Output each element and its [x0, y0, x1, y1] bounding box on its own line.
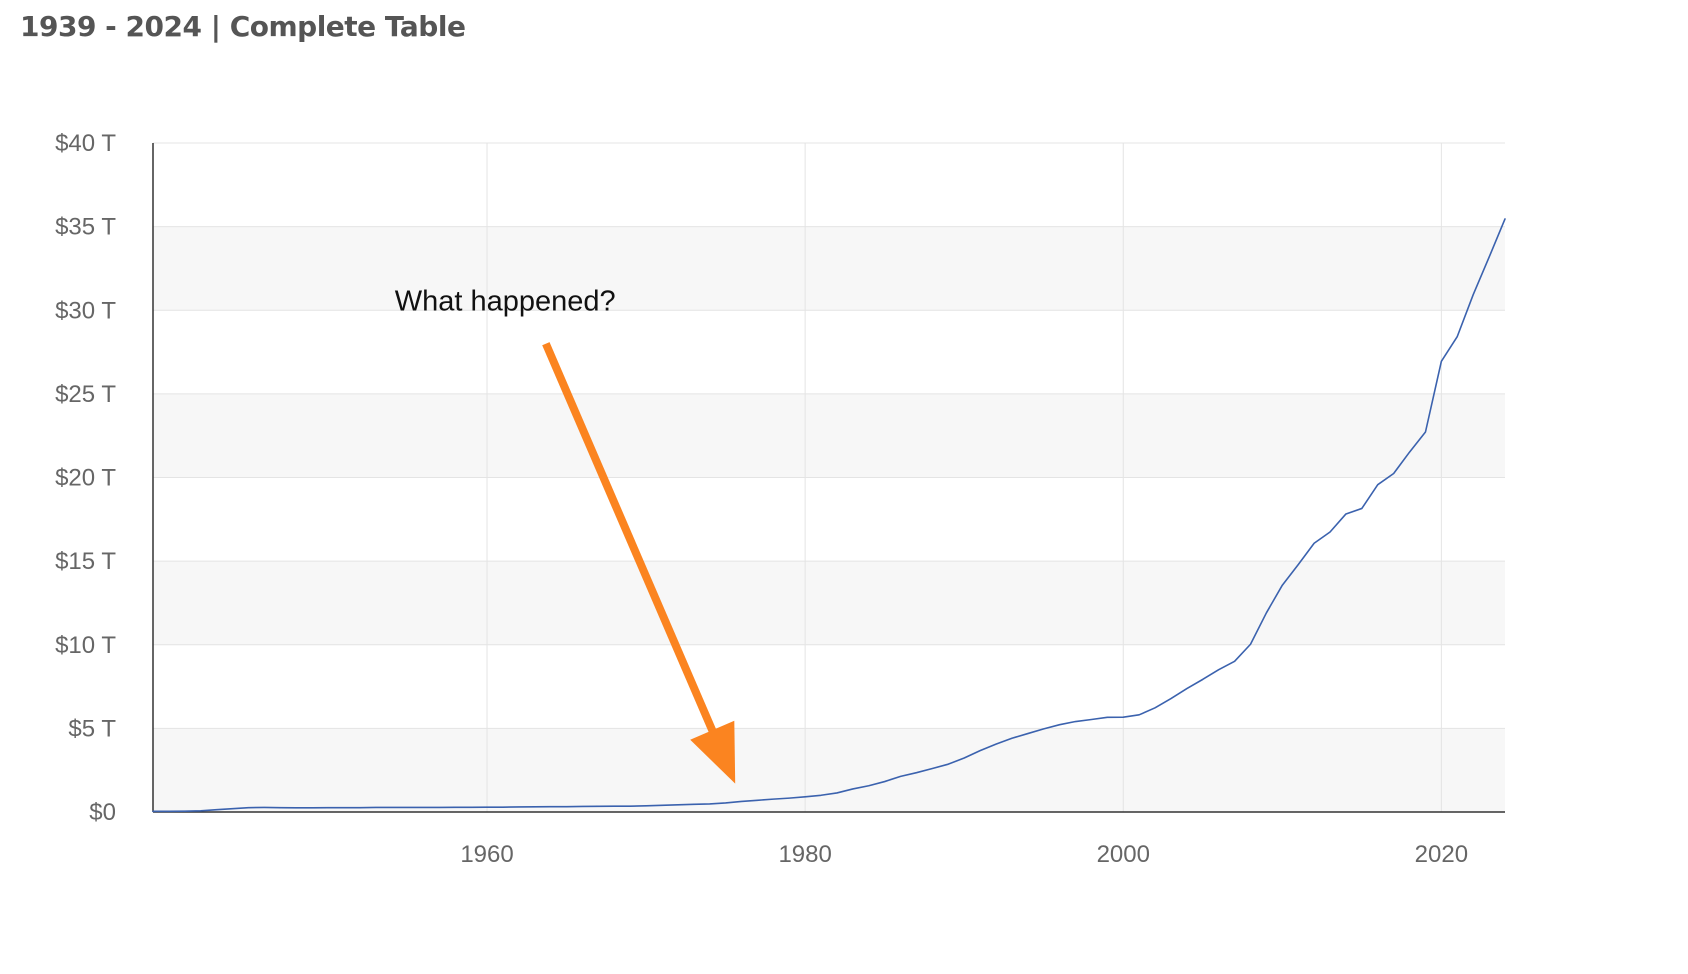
annotation-arrow-head — [690, 720, 736, 784]
y-tick-label: $20 T — [55, 465, 116, 492]
grid-band — [153, 561, 1505, 645]
x-tick-label: 1960 — [460, 841, 513, 868]
y-tick-label: $5 T — [68, 715, 116, 742]
axes — [152, 143, 1505, 813]
grid-band — [153, 393, 1505, 478]
x-tick-label: 2000 — [1097, 841, 1150, 868]
y-tick-label: $0 — [89, 799, 116, 826]
grid-band — [153, 728, 1505, 812]
x-tick-label: 1980 — [778, 841, 831, 868]
y-axis-tick-labels: $0 $5 T $10 T $15 T $20 T $25 T $30 T $35 T $40 … — [55, 130, 116, 826]
grid-band — [153, 226, 1505, 311]
page-title: 1939 - 2024 | Complete Table — [20, 10, 466, 43]
gridlines — [153, 142, 1505, 812]
y-tick-label: $30 T — [55, 297, 116, 324]
alternating-bands — [153, 226, 1505, 812]
y-tick-label: $40 T — [55, 130, 116, 157]
x-tick-label: 2020 — [1415, 841, 1468, 868]
annotation-label: What happened? — [395, 285, 616, 317]
y-tick-label: $10 T — [55, 632, 116, 659]
y-tick-label: $35 T — [55, 214, 116, 241]
x-axis-tick-labels: 1960 1980 2000 2020 — [460, 841, 1468, 868]
y-tick-label: $15 T — [55, 548, 116, 575]
annotation-arrow-shaft — [542, 342, 718, 736]
series-group — [152, 218, 1506, 813]
annotation-group: What happened? — [395, 285, 736, 784]
series-line — [152, 218, 1506, 813]
y-tick-label: $25 T — [55, 381, 116, 408]
